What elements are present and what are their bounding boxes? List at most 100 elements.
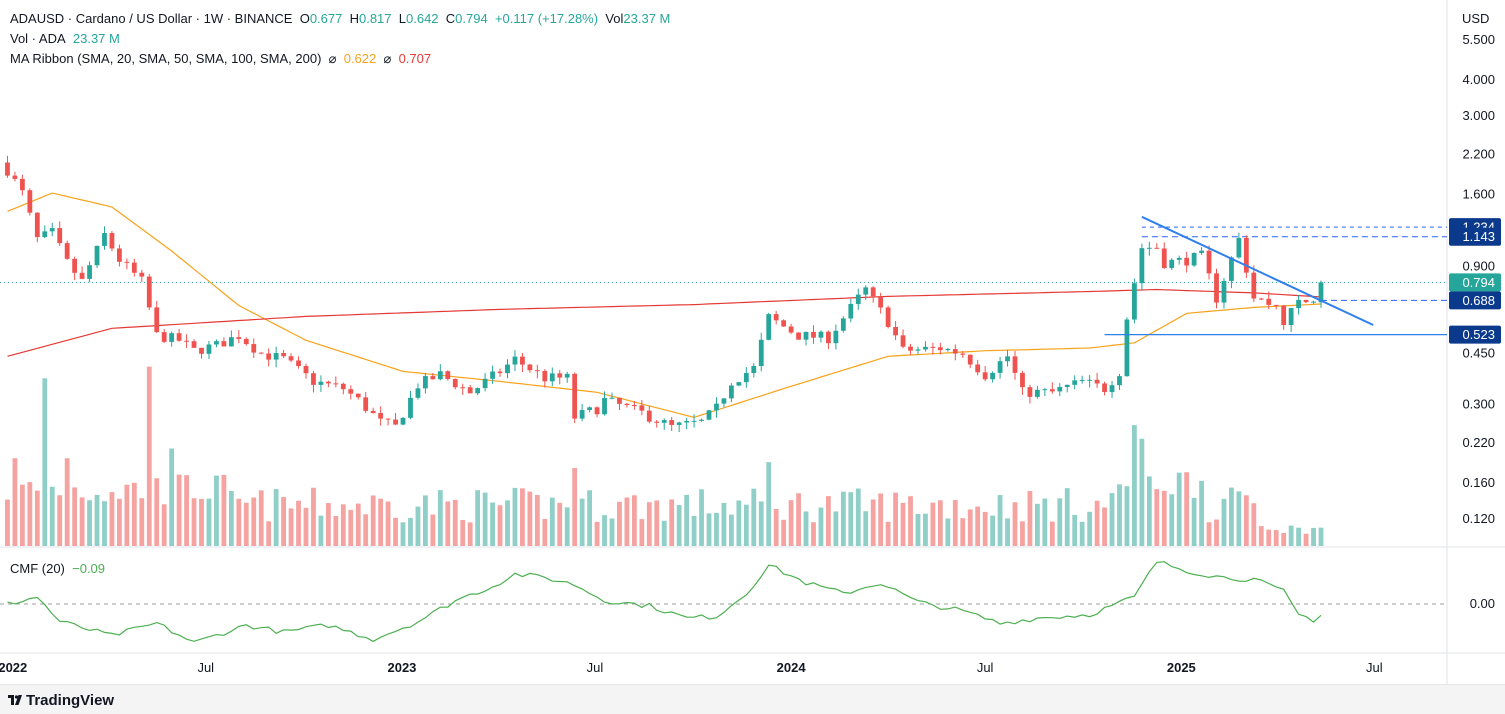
candle-body (706, 410, 712, 420)
candle-body (27, 190, 33, 213)
cmf-legend[interactable]: CMF (20) −0.09 (10, 561, 105, 576)
candle-body (184, 340, 189, 342)
volume-bar (243, 502, 249, 546)
volume-bar (221, 474, 227, 546)
volume-bar (826, 496, 831, 546)
volume-legend[interactable]: Vol · ADA 23.37 M (10, 31, 120, 46)
candle-body (624, 403, 630, 405)
volume-bar (415, 506, 421, 546)
volume-bar (355, 503, 361, 546)
volume-bar (57, 495, 63, 546)
volume-bar (49, 486, 55, 546)
open-value: 0.677 (309, 11, 343, 26)
candle-body (751, 365, 757, 373)
ma-value-1: 0.622 (343, 51, 377, 66)
candle-body (199, 347, 204, 354)
candle-body (102, 233, 107, 246)
volume-bar (1243, 495, 1249, 546)
y-tick-label: 3.000 (1462, 108, 1495, 123)
candle-body (72, 258, 78, 273)
candle-body (1124, 319, 1130, 377)
candle-body (848, 303, 854, 319)
candle-body (393, 419, 398, 425)
candle-body (1094, 379, 1100, 384)
volume-bar (5, 499, 10, 546)
price-chart[interactable]: 5.500 4.000 3.000 2.200 1.600 0.900 0.450 0.300… (0, 0, 1505, 684)
volume-bar (311, 487, 316, 546)
price-axis[interactable]: 5.500 4.000 3.000 2.200 1.600 0.900 0.450 0.300… (1462, 32, 1495, 611)
candle-body (1199, 250, 1204, 253)
candle-body (1236, 237, 1242, 258)
candle-body (303, 366, 309, 374)
volume-bar (363, 514, 369, 546)
candle-body (878, 296, 884, 308)
candle-body (228, 337, 234, 347)
candle-body (1161, 248, 1167, 269)
volume-bar (184, 475, 189, 546)
volume-bar (1020, 521, 1025, 546)
candle-body (1221, 280, 1227, 303)
volume-bar (1027, 491, 1033, 546)
y-tick-label: 5.500 (1462, 32, 1495, 47)
tradingview-logo[interactable]: TradingView (8, 692, 114, 709)
symbol-title[interactable]: ADAUSD · Cardano / US Dollar · 1W · BINA… (10, 11, 293, 26)
candle-body (1079, 379, 1085, 381)
candle-body (176, 333, 182, 341)
candle-body (1064, 384, 1070, 387)
candle-body (572, 373, 578, 419)
candle-body (900, 335, 906, 347)
volume-bar (228, 491, 234, 546)
volume-bar (923, 513, 928, 546)
candle-body (587, 407, 592, 411)
candle-body (109, 233, 115, 249)
volume-bar (296, 500, 301, 546)
ma-sep-icon: ⌀ (383, 51, 392, 66)
volume-bar (579, 498, 585, 546)
candle-body (818, 331, 824, 338)
candle-body (311, 373, 316, 385)
x-tick-label: 2024 (777, 660, 807, 675)
volume-bar (460, 519, 466, 546)
volume-bar (1281, 533, 1287, 546)
volume-bar (1094, 500, 1100, 546)
candle-body (415, 388, 421, 398)
candle-body (452, 378, 458, 388)
ma-short-line (7, 192, 1322, 419)
candle-body (1184, 257, 1190, 266)
volume-bar (42, 378, 48, 546)
volume-bar (1161, 490, 1167, 546)
volume-bar (1034, 503, 1040, 546)
volume-bar (848, 492, 854, 546)
candle-body (1132, 283, 1137, 320)
volume-bar (482, 492, 488, 546)
volume-bar (1236, 491, 1242, 546)
volume-bar (333, 516, 339, 546)
volume-bar (251, 497, 257, 546)
candle-body (758, 339, 764, 366)
volume-bar (430, 514, 436, 546)
candle-body (915, 349, 921, 351)
high-value: 0.817 (358, 11, 392, 26)
candle-body (1139, 248, 1145, 284)
currency-label[interactable]: USD (1462, 11, 1490, 26)
price-tag (1449, 273, 1501, 292)
ma-ribbon-legend[interactable]: MA Ribbon (SMA, 20, SMA, 50, SMA, 100, S… (10, 51, 431, 67)
candle-body (333, 383, 339, 385)
candle-body (79, 272, 85, 279)
candle-body (221, 341, 227, 347)
time-axis[interactable]: 2022 Jul 2023 Jul 2024 Jul 2025 Jul (0, 660, 1383, 675)
volume-bar (766, 462, 772, 546)
candle-body (1281, 305, 1287, 325)
candle-body (146, 276, 152, 308)
volume-bar (885, 521, 891, 546)
candle-body (945, 349, 951, 351)
close-label: C (445, 11, 456, 26)
candle-body (930, 346, 936, 348)
volume-bar (743, 504, 749, 546)
volume-bar (937, 500, 943, 546)
price-tag (1449, 227, 1501, 246)
volume-bar (870, 499, 876, 546)
volume-bar (370, 495, 376, 546)
volume-bar (728, 514, 734, 546)
candle-body (885, 307, 891, 327)
